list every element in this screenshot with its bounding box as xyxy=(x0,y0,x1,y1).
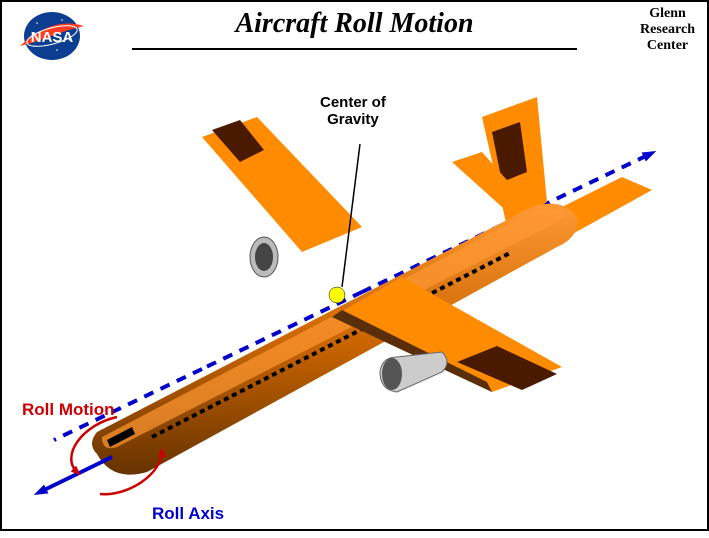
cog-label: Center of Gravity xyxy=(320,94,386,128)
cog-marker xyxy=(329,287,345,303)
aircraft-diagram xyxy=(2,62,709,533)
header: NASA Aircraft Roll Motion Glenn Research… xyxy=(2,2,707,62)
left-engine-intake xyxy=(255,243,273,271)
diagram-area: Center of Gravity Roll Motion Roll Axis xyxy=(2,62,707,529)
org-line1: Glenn xyxy=(640,6,695,22)
org-line2: Research xyxy=(640,22,695,38)
roll-axis-label: Roll Axis xyxy=(152,504,224,524)
right-engine-intake xyxy=(382,358,402,390)
page-title: Aircraft Roll Motion xyxy=(235,8,473,40)
fuselage-highlight xyxy=(102,209,567,448)
roll-motion-label: Roll Motion xyxy=(22,400,115,420)
nasa-text: NASA xyxy=(31,29,74,46)
roll-axis-front xyxy=(40,457,112,492)
nasa-logo: NASA xyxy=(12,8,92,69)
title-underline xyxy=(132,48,577,50)
org-block: Glenn Research Center xyxy=(640,6,695,54)
org-line3: Center xyxy=(640,38,695,54)
